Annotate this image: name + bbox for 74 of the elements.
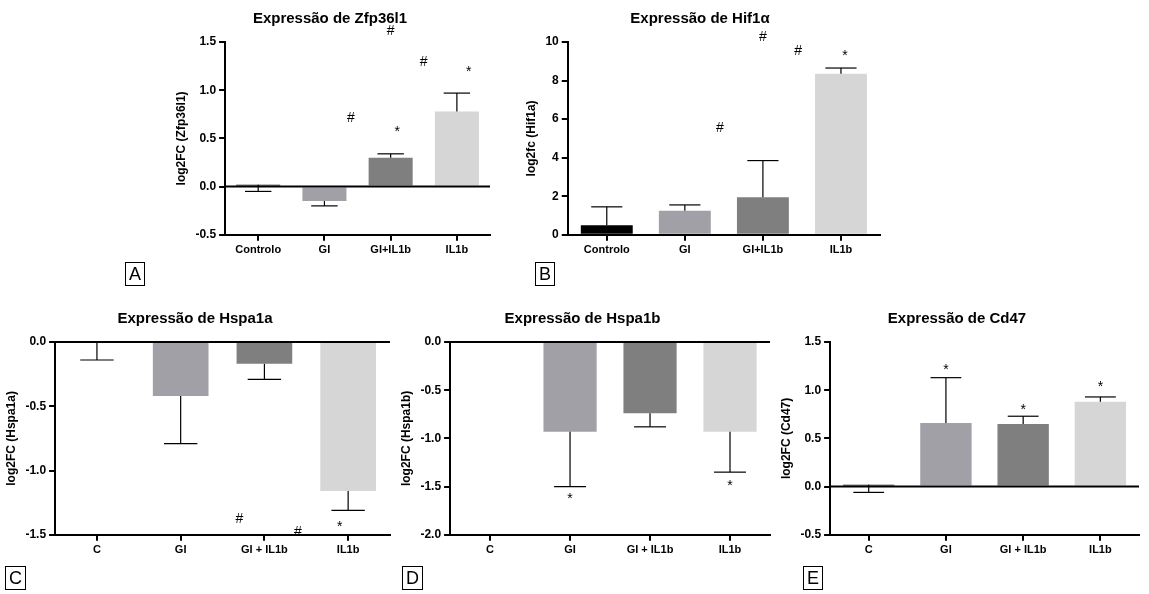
y-tick-label: -0.5 <box>195 227 217 242</box>
annotation: * <box>727 476 733 493</box>
y-tick-label: 10 <box>545 34 560 49</box>
y-tick-label: 1.5 <box>199 34 217 49</box>
x-tick-label: GI <box>318 243 331 256</box>
x-tick-label: C <box>92 543 101 556</box>
y-tick-label: -0.5 <box>25 398 47 413</box>
x-tick-label: IL1b <box>829 243 853 256</box>
annotation: # <box>235 510 244 527</box>
x-tick-label: GI + IL1b <box>626 543 674 556</box>
y-axis-title: log2FC (Zfp36l1) <box>173 91 188 186</box>
x-tick-label: GI <box>940 543 952 556</box>
annotation: * <box>1097 378 1104 395</box>
chart-title: Expressão de Cd47 <box>887 309 1027 327</box>
y-tick-label: -2.0 <box>420 527 442 542</box>
x-tick-label: GI + IL1b <box>999 543 1047 556</box>
y-axis-title: log2FC (Hspa1b) <box>398 390 413 487</box>
annotation: * <box>337 517 343 534</box>
x-tick-label: GI+IL1b <box>742 243 784 256</box>
y-tick-label: 1.0 <box>199 82 217 97</box>
text: B <box>535 262 556 286</box>
y-tick-label: 6 <box>552 111 560 126</box>
annotation: * <box>466 62 472 79</box>
text: A <box>125 262 146 286</box>
y-axis-title: log2FC (Cd47) <box>778 397 793 480</box>
x-tick-label: Controlo <box>235 243 282 256</box>
y-tick-label: 0.0 <box>804 478 822 493</box>
y-tick-label: 0.5 <box>804 430 822 445</box>
y-tick-label: -1.0 <box>420 430 442 445</box>
y-tick-label: -1.0 <box>25 462 47 477</box>
y-tick-label: 4 <box>552 149 560 164</box>
y-axis-title: log2fc (Hif1a) <box>523 100 538 177</box>
x-tick-label: IL1b <box>445 243 469 256</box>
chart-title: Expressão de Hif1α <box>630 9 771 27</box>
text: C <box>5 566 26 590</box>
annotation: # <box>794 41 802 58</box>
x-tick-label: IL1b <box>718 543 742 556</box>
chart-title: Expressão de Hspa1b <box>504 309 661 327</box>
annotation: # <box>758 28 767 45</box>
x-tick-label: IL1b <box>1089 543 1112 556</box>
y-tick-label: 8 <box>552 72 560 87</box>
annotation: * <box>842 47 848 64</box>
x-tick-label: GI <box>174 543 187 556</box>
x-tick-label: C <box>486 543 495 556</box>
annotation: * <box>567 490 573 507</box>
y-axis-title: log2FC (Hspa1a) <box>3 391 18 486</box>
annotation: * <box>943 360 949 377</box>
x-tick-label: GI+IL1b <box>370 243 412 256</box>
x-tick-label: IL1b <box>336 543 360 556</box>
chart-title: Expressão de Hspa1a <box>117 309 274 327</box>
y-tick-label: 0.0 <box>199 178 217 193</box>
y-tick-label: -0.5 <box>420 382 442 397</box>
y-tick-label: 0.0 <box>424 334 442 349</box>
annotation: # <box>419 53 428 70</box>
text: E <box>803 566 824 590</box>
y-tick-label: -0.5 <box>800 527 822 542</box>
y-tick-label: -1.5 <box>25 527 47 542</box>
x-tick-label: GI <box>564 543 576 556</box>
y-tick-label: 1.5 <box>804 334 822 349</box>
y-tick-label: 2 <box>552 188 560 203</box>
annotation: * <box>394 122 400 139</box>
annotation: # <box>716 118 724 135</box>
x-tick-label: GI + IL1b <box>241 543 289 556</box>
annotation: * <box>1020 401 1026 418</box>
y-tick-label: 0.0 <box>29 334 47 349</box>
y-tick-label: 1.0 <box>804 382 822 397</box>
y-tick-label: -1.5 <box>420 478 442 493</box>
annotation: # <box>347 109 355 126</box>
y-tick-label: 0 <box>552 227 560 242</box>
x-tick-label: C <box>864 543 873 556</box>
x-tick-label: Controlo <box>583 243 630 256</box>
text: D <box>402 566 423 590</box>
x-tick-label: GI <box>679 243 691 256</box>
y-tick-label: 0.5 <box>199 130 217 145</box>
